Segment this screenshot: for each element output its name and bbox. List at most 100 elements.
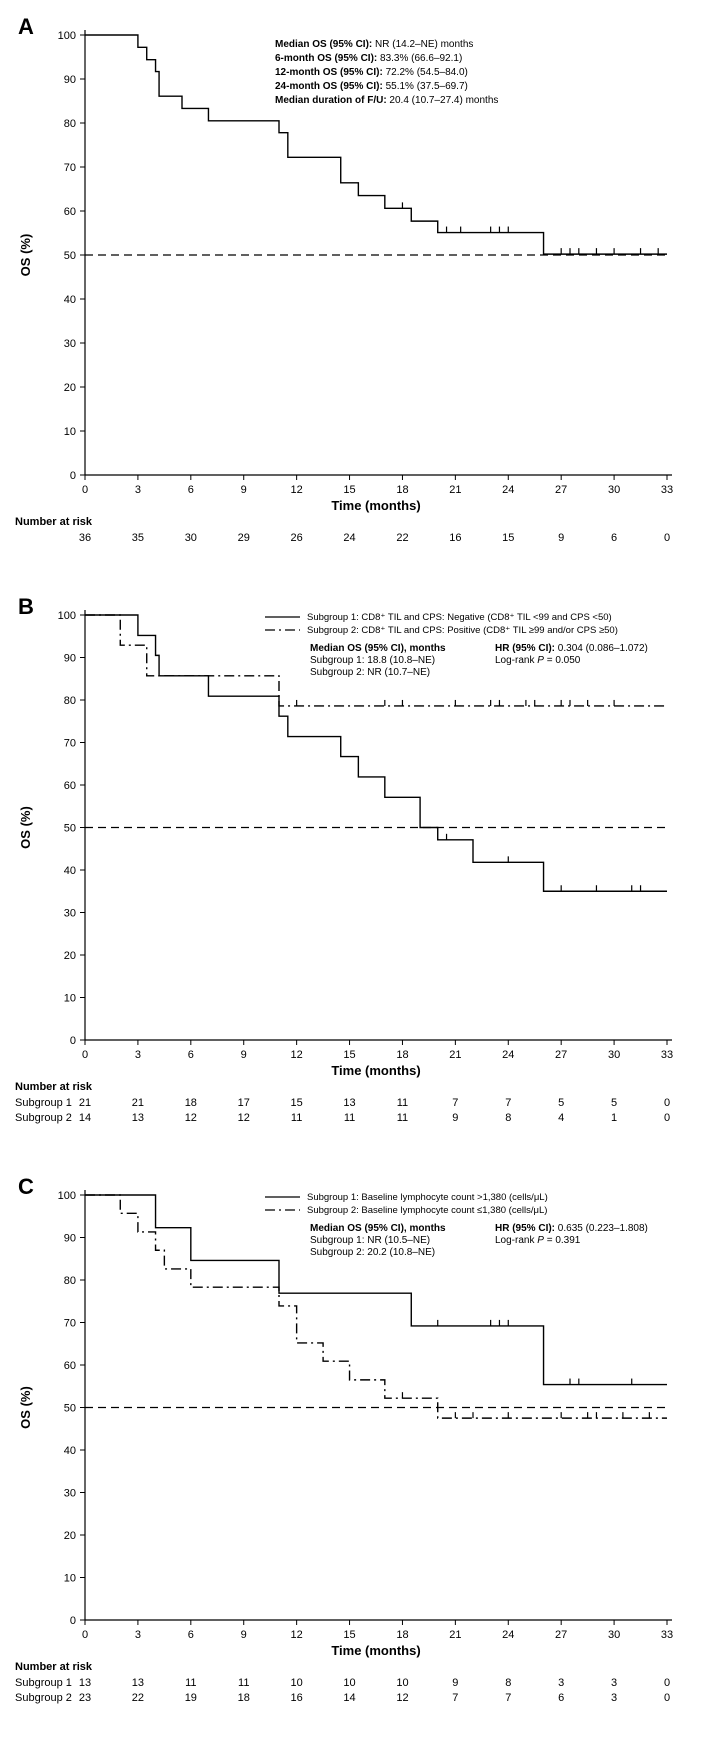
svg-text:30: 30 — [608, 484, 620, 496]
svg-text:22: 22 — [132, 1692, 144, 1704]
svg-text:40: 40 — [64, 1445, 76, 1457]
svg-text:Time (months): Time (months) — [331, 1063, 420, 1078]
svg-text:24: 24 — [502, 1629, 514, 1641]
svg-text:6: 6 — [558, 1692, 564, 1704]
panel-c-label: C — [18, 1174, 34, 1200]
svg-text:23: 23 — [79, 1692, 91, 1704]
svg-text:24-month OS (95% CI): 55.1% (3: 24-month OS (95% CI): 55.1% (37.5–69.7) — [275, 81, 468, 92]
svg-text:0: 0 — [664, 1692, 670, 1704]
svg-text:12: 12 — [291, 484, 303, 496]
svg-text:30: 30 — [185, 532, 197, 544]
svg-text:70: 70 — [64, 1318, 76, 1330]
svg-text:Median duration of F/U: 20.4 (: Median duration of F/U: 20.4 (10.7–27.4)… — [275, 95, 498, 106]
svg-text:5: 5 — [558, 1097, 564, 1109]
svg-text:Number at risk: Number at risk — [15, 1081, 93, 1093]
panel-c: C 01020304050607080901000369121518212427… — [10, 1170, 702, 1730]
svg-text:12: 12 — [185, 1112, 197, 1124]
svg-text:3: 3 — [135, 1629, 141, 1641]
svg-text:24: 24 — [502, 484, 514, 496]
panel-a-chart: 0102030405060708090100036912151821242730… — [10, 10, 692, 570]
svg-text:HR (95% CI): 0.635 (0.223–1.80: HR (95% CI): 0.635 (0.223–1.808) — [495, 1223, 648, 1234]
svg-text:16: 16 — [291, 1692, 303, 1704]
svg-text:9: 9 — [452, 1112, 458, 1124]
svg-text:20: 20 — [64, 382, 76, 394]
svg-text:OS (%): OS (%) — [18, 806, 33, 849]
svg-text:0: 0 — [70, 470, 76, 482]
svg-text:7: 7 — [505, 1692, 511, 1704]
svg-text:29: 29 — [238, 532, 250, 544]
svg-text:9: 9 — [241, 1629, 247, 1641]
svg-text:3: 3 — [135, 1049, 141, 1061]
svg-text:HR (95% CI): 0.304 (0.086–1.07: HR (95% CI): 0.304 (0.086–1.072) — [495, 643, 648, 654]
panel-b-label: B — [18, 594, 34, 620]
svg-text:17: 17 — [238, 1097, 250, 1109]
svg-text:27: 27 — [555, 1049, 567, 1061]
svg-text:20: 20 — [64, 1530, 76, 1542]
svg-text:13: 13 — [343, 1097, 355, 1109]
svg-text:Median OS (95% CI), months: Median OS (95% CI), months — [310, 1223, 446, 1234]
svg-text:60: 60 — [64, 780, 76, 792]
svg-text:15: 15 — [502, 532, 514, 544]
panel-b: B 01020304050607080901000369121518212427… — [10, 590, 702, 1150]
svg-text:10: 10 — [291, 1677, 303, 1689]
svg-text:13: 13 — [132, 1677, 144, 1689]
svg-text:0: 0 — [82, 1049, 88, 1061]
svg-text:Time (months): Time (months) — [331, 1643, 420, 1658]
svg-text:Number at risk: Number at risk — [15, 1661, 93, 1673]
svg-text:6: 6 — [188, 1049, 194, 1061]
svg-text:5: 5 — [611, 1097, 617, 1109]
svg-text:0: 0 — [664, 1677, 670, 1689]
svg-text:27: 27 — [555, 484, 567, 496]
svg-text:Subgroup 1: 18.8 (10.8–NE): Subgroup 1: 18.8 (10.8–NE) — [310, 655, 435, 666]
svg-text:Subgroup 2: CD8⁺ TIL and CPS:: Subgroup 2: CD8⁺ TIL and CPS: Positive (… — [307, 625, 618, 636]
svg-text:12: 12 — [291, 1629, 303, 1641]
svg-text:Subgroup 2: 20.2 (10.8–NE): Subgroup 2: 20.2 (10.8–NE) — [310, 1247, 435, 1258]
svg-text:Subgroup 1: Baseline lymphocyt: Subgroup 1: Baseline lymphocyte count >1… — [307, 1192, 548, 1203]
svg-text:30: 30 — [608, 1049, 620, 1061]
svg-text:11: 11 — [185, 1677, 196, 1689]
svg-text:100: 100 — [58, 30, 76, 42]
svg-text:11: 11 — [397, 1097, 408, 1109]
svg-text:Subgroup 1: Subgroup 1 — [15, 1677, 72, 1689]
svg-text:8: 8 — [505, 1677, 511, 1689]
svg-text:11: 11 — [291, 1112, 302, 1124]
svg-text:3: 3 — [611, 1677, 617, 1689]
svg-text:90: 90 — [64, 653, 76, 665]
svg-text:21: 21 — [449, 1629, 461, 1641]
svg-text:0: 0 — [70, 1035, 76, 1047]
svg-text:Subgroup 2: Subgroup 2 — [15, 1692, 72, 1704]
svg-text:40: 40 — [64, 294, 76, 306]
svg-text:6: 6 — [188, 484, 194, 496]
svg-text:Median OS (95% CI), months: Median OS (95% CI), months — [310, 643, 446, 654]
svg-text:11: 11 — [238, 1677, 249, 1689]
svg-text:12: 12 — [238, 1112, 250, 1124]
svg-text:18: 18 — [396, 484, 408, 496]
svg-text:14: 14 — [79, 1112, 91, 1124]
svg-text:33: 33 — [661, 1049, 673, 1061]
svg-text:Subgroup 2: Baseline lymphocyt: Subgroup 2: Baseline lymphocyte count ≤1… — [307, 1205, 547, 1216]
svg-text:Subgroup 2: NR (10.7–NE): Subgroup 2: NR (10.7–NE) — [310, 667, 430, 678]
svg-text:40: 40 — [64, 865, 76, 877]
svg-text:16: 16 — [449, 532, 461, 544]
svg-text:6: 6 — [188, 1629, 194, 1641]
svg-text:60: 60 — [64, 1360, 76, 1372]
svg-text:8: 8 — [505, 1112, 511, 1124]
svg-text:14: 14 — [343, 1692, 355, 1704]
svg-text:35: 35 — [132, 532, 144, 544]
svg-text:33: 33 — [661, 1629, 673, 1641]
svg-text:100: 100 — [58, 610, 76, 622]
svg-text:12-month OS (95% CI): 72.2% (5: 12-month OS (95% CI): 72.2% (54.5–84.0) — [275, 67, 468, 78]
svg-text:30: 30 — [608, 1629, 620, 1641]
svg-text:7: 7 — [505, 1097, 511, 1109]
svg-text:OS (%): OS (%) — [18, 1386, 33, 1429]
svg-text:6-month OS (95% CI): 83.3% (66: 6-month OS (95% CI): 83.3% (66.6–92.1) — [275, 53, 462, 64]
svg-text:7: 7 — [452, 1692, 458, 1704]
svg-text:19: 19 — [185, 1692, 197, 1704]
panel-c-chart: 0102030405060708090100036912151821242730… — [10, 1170, 692, 1730]
svg-text:0: 0 — [70, 1615, 76, 1627]
svg-text:30: 30 — [64, 338, 76, 350]
svg-text:0: 0 — [664, 1097, 670, 1109]
svg-text:90: 90 — [64, 74, 76, 86]
svg-text:36: 36 — [79, 532, 91, 544]
svg-text:3: 3 — [611, 1692, 617, 1704]
